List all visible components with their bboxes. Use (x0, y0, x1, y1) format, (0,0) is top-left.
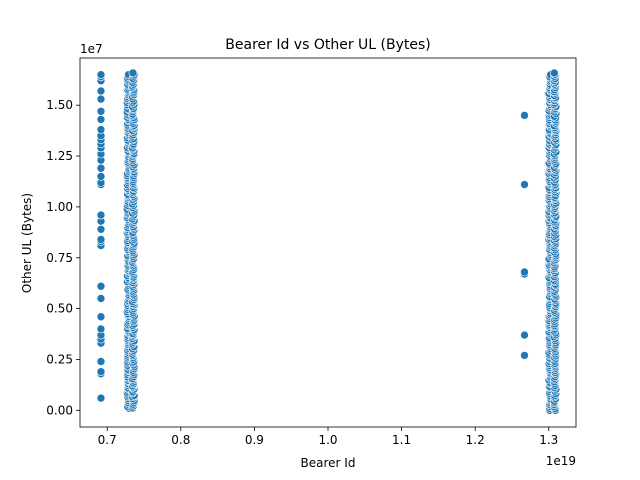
x-tick-label: 1.1 (392, 433, 411, 447)
chart-title: Bearer Id vs Other UL (Bytes) (225, 37, 430, 53)
points-layer (96, 68, 561, 415)
y-axis-label: Other UL (Bytes) (20, 193, 34, 293)
x-tick-label: 0.7 (98, 433, 117, 447)
plot-frame (79, 57, 577, 428)
data-point (520, 330, 529, 340)
x-axis: 0.7 0.8 0.9 1.0 1.1 1.2 1.3 (98, 427, 558, 447)
data-point (96, 294, 106, 303)
x-axis-multiplier: 1e19 (546, 454, 576, 468)
data-point (96, 86, 106, 96)
data-point (96, 224, 106, 234)
data-point (520, 180, 529, 189)
data-point (96, 357, 106, 366)
data-point (96, 235, 106, 244)
y-tick-label: 1.50 (46, 98, 73, 112)
x-tick-label: 0.9 (245, 433, 264, 447)
data-point (520, 267, 529, 277)
data-point (96, 367, 106, 376)
data-point (96, 94, 106, 104)
data-point (550, 68, 559, 78)
data-point (96, 163, 106, 173)
y-axis-multiplier: 1e7 (80, 42, 103, 56)
y-tick-label: 0.75 (46, 251, 73, 265)
data-point (520, 111, 529, 120)
y-tick-label: 0.50 (46, 302, 73, 316)
x-tick-label: 1.0 (318, 433, 337, 447)
data-point (96, 393, 106, 403)
data-point (520, 351, 529, 360)
y-tick-label: 0.00 (46, 403, 73, 417)
x-tick-label: 1.3 (539, 433, 558, 447)
y-tick-label: 1.00 (46, 200, 73, 214)
x-tick-label: 1.2 (466, 433, 485, 447)
data-point (96, 107, 106, 116)
x-axis-label: Bearer Id (301, 456, 356, 470)
y-axis: 0.00 0.25 0.50 0.75 1.00 1.25 1.50 (46, 98, 80, 417)
x-tick-label: 0.8 (171, 433, 190, 447)
data-point (96, 281, 106, 291)
y-tick-label: 0.25 (46, 352, 73, 366)
data-point (96, 115, 106, 124)
data-point (96, 324, 106, 334)
data-point (96, 210, 106, 220)
data-point (128, 68, 138, 78)
data-point (96, 70, 106, 79)
y-tick-label: 1.25 (46, 149, 73, 163)
data-point (96, 312, 106, 322)
data-point (96, 125, 106, 134)
data-point (96, 172, 106, 181)
